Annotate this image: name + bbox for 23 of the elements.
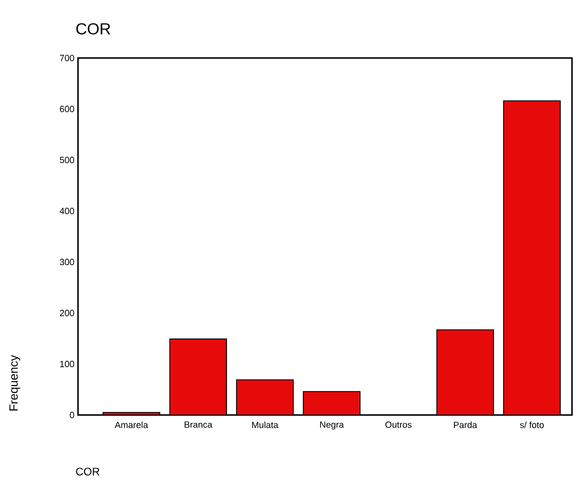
x-tick-label: s/ foto — [520, 422, 544, 428]
y-tick-label: 600 — [60, 106, 74, 112]
bar — [236, 380, 294, 415]
x-tick-label: Negra — [320, 422, 344, 430]
x-axis-title: COR — [76, 468, 100, 476]
y-tick-label: 500 — [60, 156, 74, 164]
x-tick-label: Mulata — [252, 422, 278, 428]
x-tick-label: Amarela — [114, 422, 148, 428]
bar — [503, 100, 561, 415]
y-axis-title: Frequency — [9, 355, 20, 410]
bar — [303, 392, 360, 415]
y-tick-label: 100 — [60, 360, 74, 368]
chart-title: COR — [76, 23, 110, 34]
x-tick-label: Outros — [385, 422, 412, 428]
y-tick-label: 200 — [60, 310, 74, 316]
bar — [170, 338, 227, 415]
y-tick-label: 300 — [60, 258, 74, 266]
x-tick-label: Parda — [454, 422, 478, 428]
y-tick-label: 0 — [70, 412, 74, 418]
y-tick-label: 400 — [60, 208, 74, 214]
bar — [436, 330, 494, 415]
x-tick-label: Branca — [184, 422, 212, 428]
y-tick-label: 700 — [60, 54, 74, 62]
